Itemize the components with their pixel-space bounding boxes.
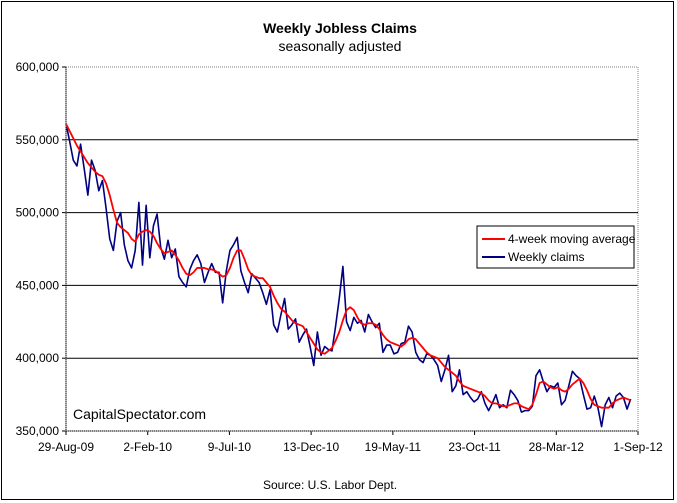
y-tick-label: 500,000 [16, 206, 60, 220]
x-tick-label: 2-Feb-10 [123, 440, 172, 454]
chart-title: Weekly Jobless Claims [263, 20, 417, 36]
watermark: CapitalSpectator.com [73, 406, 206, 422]
gridlines [66, 139, 638, 359]
x-tick-label: 28-Mar-12 [529, 440, 585, 454]
x-tick-label: 1-Sep-12 [613, 440, 663, 454]
y-tick-label: 600,000 [16, 60, 60, 74]
source-note: Source: U.S. Labor Dept. [263, 478, 397, 492]
y-tick-label: 450,000 [16, 278, 60, 292]
y-tick-label: 400,000 [16, 351, 60, 365]
x-tick-label: 19-May-11 [365, 440, 422, 454]
legend-box [476, 225, 635, 269]
y-tick-label: 550,000 [16, 133, 60, 147]
legend-label-moving-average: 4-week moving average [508, 232, 636, 246]
plot-border [65, 66, 639, 432]
series-lines [65, 123, 632, 428]
legend: 4-week moving average Weekly claims [476, 225, 636, 269]
y-axis: 350,000 400,000 450,000 500,000 550,000 600,0… [16, 60, 67, 438]
x-tick-label: 9-Jul-10 [208, 440, 252, 454]
series-line-weekly-claims [65, 123, 632, 428]
x-axis: 29-Aug-09 2-Feb-10 9-Jul-10 13-Dec-10 19-May… [38, 430, 663, 454]
series-line-moving-average [65, 123, 632, 411]
legend-label-weekly-claims: Weekly claims [508, 250, 584, 264]
chart-subtitle: seasonally adjusted [279, 38, 402, 54]
y-tick-label: 350,000 [16, 424, 60, 438]
x-tick-label: 13-Dec-10 [283, 440, 339, 454]
x-tick-label: 29-Aug-09 [38, 440, 94, 454]
x-tick-label: 23-Oct-11 [448, 440, 501, 454]
